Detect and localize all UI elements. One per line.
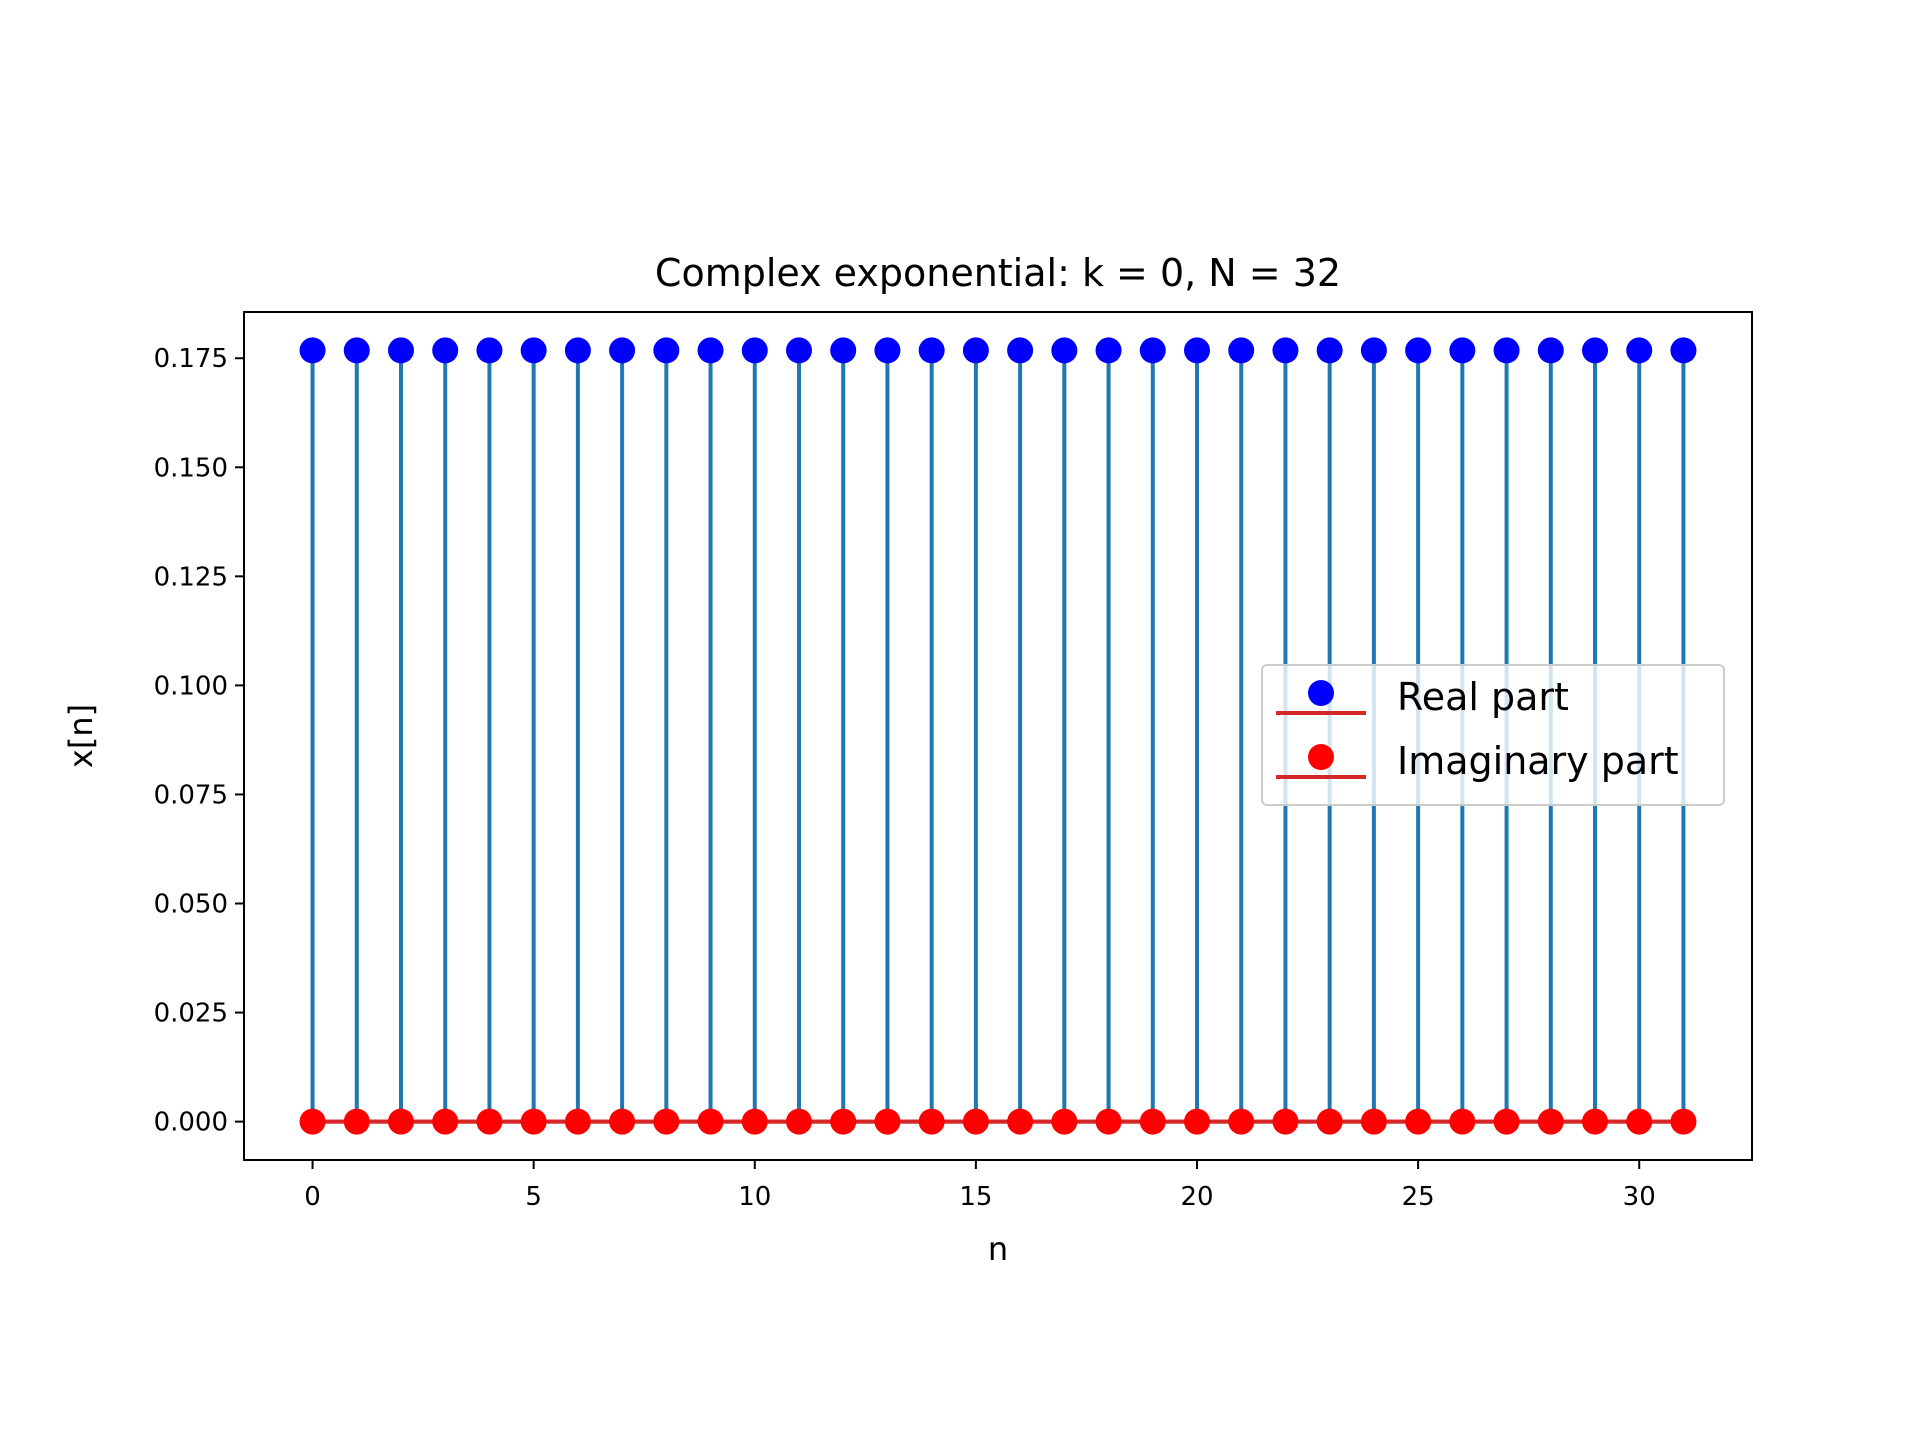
real-part-marker [1051, 337, 1078, 364]
imaginary-part-marker [653, 1108, 680, 1135]
y-tick-label: 0.100 [154, 671, 228, 701]
imaginary-part-marker [387, 1108, 414, 1135]
imaginary-part-marker [1272, 1108, 1299, 1135]
real-part-marker [343, 337, 370, 364]
x-axis-label: n [988, 1230, 1008, 1268]
y-tick-label: 0.075 [154, 780, 228, 810]
imaginary-part-marker [1670, 1108, 1697, 1135]
real-part-marker [1360, 337, 1387, 364]
real-part-marker [299, 337, 326, 364]
real-part-marker [609, 337, 636, 364]
real-part-marker [785, 337, 812, 364]
plot-area [299, 337, 1697, 1135]
x-tick-label: 10 [738, 1182, 771, 1212]
imaginary-part-marker [1626, 1108, 1653, 1135]
real-part-marker [1493, 337, 1520, 364]
real-part-marker [874, 337, 901, 364]
imaginary-part-marker [520, 1108, 547, 1135]
legend-label: Real part [1397, 675, 1569, 719]
imaginary-part-marker [785, 1108, 812, 1135]
x-tick-label: 5 [525, 1182, 542, 1212]
imaginary-part-marker [1405, 1108, 1432, 1135]
real-part-marker [1582, 337, 1609, 364]
imaginary-part-marker [1007, 1108, 1034, 1135]
imaginary-part-marker [697, 1108, 724, 1135]
y-tick-label: 0.025 [154, 999, 228, 1029]
real-part-marker [1316, 337, 1343, 364]
real-part-marker [1139, 337, 1166, 364]
imaginary-part-marker [343, 1108, 370, 1135]
real-part-marker [1007, 337, 1034, 364]
y-axis-label: x[n] [62, 704, 100, 768]
imaginary-part-marker [1449, 1108, 1476, 1135]
real-part-marker [1272, 337, 1299, 364]
imaginary-part-marker [830, 1108, 857, 1135]
imaginary-part-marker [1095, 1108, 1122, 1135]
real-part-marker [1670, 337, 1697, 364]
imaginary-part-marker [1051, 1108, 1078, 1135]
real-part-marker [1449, 337, 1476, 364]
real-part-marker [1228, 337, 1255, 364]
imaginary-part-marker [1139, 1108, 1166, 1135]
imaginary-part-marker [962, 1108, 989, 1135]
x-tick-label: 20 [1180, 1182, 1213, 1212]
legend-label: Imaginary part [1397, 739, 1679, 783]
real-part-marker [1184, 337, 1211, 364]
imaginary-part-marker [299, 1108, 326, 1135]
real-part-marker [1095, 337, 1122, 364]
axis-ticks: 0 5 10 15 20 25 30 0.000 0.025 0.050 0.075 0.100 0.1… [154, 344, 1656, 1212]
real-part-marker [653, 337, 680, 364]
real-part-marker [564, 337, 591, 364]
imaginary-part-marker [1316, 1108, 1343, 1135]
real-part-marker [697, 337, 724, 364]
real-part-marker [1537, 337, 1564, 364]
x-tick-label: 25 [1402, 1182, 1435, 1212]
imaginary-part-marker [1493, 1108, 1520, 1135]
real-part-marker [387, 337, 414, 364]
real-part-marker [476, 337, 503, 364]
real-part-marker [741, 337, 768, 364]
x-tick-label: 15 [959, 1182, 992, 1212]
imaginary-part-marker [918, 1108, 945, 1135]
imaginary-part-marker [609, 1108, 636, 1135]
real-part-marker [918, 337, 945, 364]
legend-marker [1308, 744, 1334, 770]
y-tick-label: 0.175 [154, 344, 228, 374]
y-tick-label: 0.000 [154, 1108, 228, 1138]
imaginary-part-marker [874, 1108, 901, 1135]
imaginary-part-marker [476, 1108, 503, 1135]
imaginary-part-marker [1228, 1108, 1255, 1135]
imaginary-part-marker [1582, 1108, 1609, 1135]
real-part-marker [1626, 337, 1653, 364]
legend-box [1261, 664, 1725, 806]
imaginary-part-marker [432, 1108, 459, 1135]
chart-title: Complex exponential: k = 0, N = 32 [655, 251, 1341, 295]
real-part-marker [520, 337, 547, 364]
y-tick-label: 0.150 [154, 453, 228, 483]
imaginary-part-marker [741, 1108, 768, 1135]
y-tick-label: 0.125 [154, 562, 228, 592]
imaginary-part-marker [564, 1108, 591, 1135]
real-part-marker [830, 337, 857, 364]
real-part-marker [962, 337, 989, 364]
imaginary-part-marker [1537, 1108, 1564, 1135]
real-part-marker [1405, 337, 1432, 364]
legend: Real part Imaginary part [1261, 664, 1725, 806]
imaginary-part-marker [1360, 1108, 1387, 1135]
axes-frame [243, 311, 1753, 1161]
real-part-marker [432, 337, 459, 364]
legend-marker [1308, 680, 1334, 706]
y-tick-label: 0.050 [154, 890, 228, 920]
x-tick-label: 0 [304, 1182, 321, 1212]
x-tick-label: 30 [1623, 1182, 1656, 1212]
imaginary-part-marker [1184, 1108, 1211, 1135]
